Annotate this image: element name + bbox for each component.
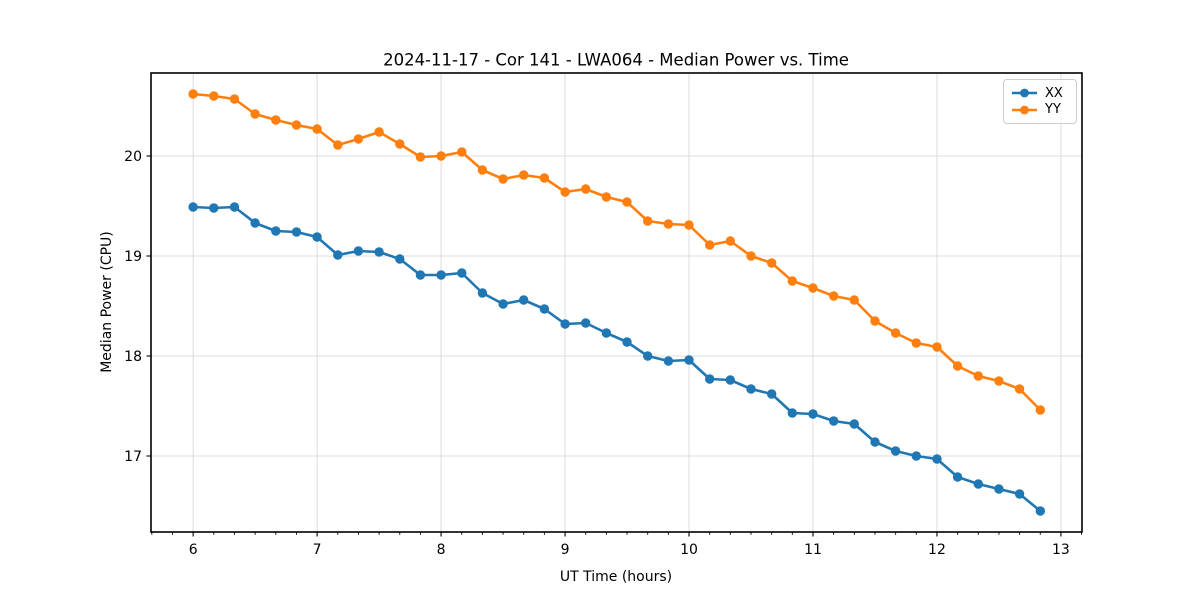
series-yy: [188, 89, 1046, 415]
svg-text:8: 8: [437, 542, 446, 558]
svg-text:13: 13: [1052, 542, 1070, 558]
svg-text:9: 9: [561, 542, 570, 558]
svg-text:11: 11: [804, 542, 822, 558]
svg-text:18: 18: [124, 349, 142, 365]
series-xx: [188, 202, 1046, 516]
svg-text:19: 19: [124, 249, 142, 265]
x-axis-ticks: 6 7 8 9 10 11 12 13: [151, 532, 1083, 558]
svg-text:17: 17: [124, 449, 142, 465]
legend-label-xx: XX: [1045, 85, 1063, 101]
gridlines: [151, 73, 1082, 532]
legend-line-marker-xx-icon: [1012, 88, 1037, 98]
legend: XX YY: [1003, 79, 1077, 124]
svg-text:6: 6: [189, 542, 198, 558]
x-axis-label: UT Time (hours): [559, 569, 673, 585]
y-axis-label: Median Power (CPU): [99, 231, 115, 373]
svg-text:7: 7: [313, 542, 322, 558]
chart-title: 2024-11-17 - Cor 141 - LWA064 - Median P…: [383, 50, 849, 70]
legend-item-yy: YY: [1011, 103, 1069, 116]
legend-line-marker-yy-icon: [1012, 105, 1037, 115]
legend-item-xx: XX: [1011, 87, 1069, 100]
svg-text:20: 20: [124, 149, 142, 165]
legend-label-yy: YY: [1045, 102, 1061, 118]
svg-text:12: 12: [928, 542, 946, 558]
plot-border: [150, 72, 1083, 533]
y-axis-ticks: 17 18 19 20: [124, 149, 151, 465]
svg-text:10: 10: [680, 542, 698, 558]
